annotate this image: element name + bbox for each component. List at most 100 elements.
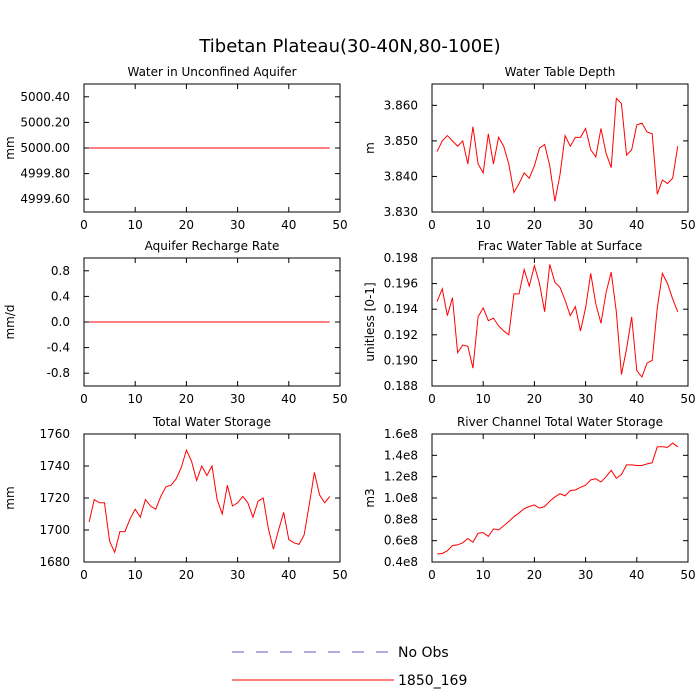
panel-6: River Channel Total Water Storage m3 0 10 20… (363, 415, 696, 582)
x-tick-label: 30 (230, 392, 245, 406)
plot-frame (83, 433, 341, 563)
y-tick-label: 0.188 (384, 379, 418, 393)
x-tick-label: 40 (629, 218, 644, 232)
panel-title: River Channel Total Water Storage (457, 415, 663, 429)
y-tick-label: -0.8 (47, 366, 70, 380)
panel-title: Frac Water Table at Surface (478, 239, 642, 253)
y-tick-label: 0.8 (51, 264, 70, 278)
x-tick-label: 10 (128, 568, 143, 582)
x-tick-label: 50 (332, 218, 347, 232)
plot-frame (431, 257, 689, 387)
x-tick-label: 0 (80, 568, 88, 582)
plot-frame (431, 433, 689, 563)
x-tick-label: 10 (128, 218, 143, 232)
x-tick-label: 0 (80, 392, 88, 406)
x-tick-label: 20 (179, 568, 194, 582)
x-tick-label: 50 (680, 218, 695, 232)
x-tick-label: 0 (80, 218, 88, 232)
panel-title: Water in Unconfined Aquifer (127, 65, 296, 79)
x-tick-label: 0 (428, 392, 436, 406)
y-tick-label: 1700 (39, 523, 70, 537)
panel-title: Water Table Depth (505, 65, 616, 79)
y-tick-label: 0.194 (384, 302, 418, 316)
x-tick-label: 20 (179, 218, 194, 232)
y-tick-label: 0.4 (51, 289, 70, 303)
y-tick-label: 0.0 (51, 315, 70, 329)
y-axis-label: mm (3, 136, 17, 159)
y-tick-label: 3.850 (384, 134, 418, 148)
y-tick-label: -0.4 (47, 341, 70, 355)
y-tick-label: 3.860 (384, 98, 418, 112)
y-axis-label: unitless [0-1] (363, 282, 377, 361)
x-tick-label: 40 (281, 218, 296, 232)
y-axis-label: m3 (363, 488, 377, 507)
x-tick-label: 30 (230, 568, 245, 582)
x-tick-label: 30 (578, 568, 593, 582)
x-tick-label: 10 (476, 218, 491, 232)
panel-title: Aquifer Recharge Rate (145, 239, 280, 253)
x-tick-label: 0 (428, 568, 436, 582)
x-tick-label: 10 (476, 392, 491, 406)
x-tick-label: 10 (128, 392, 143, 406)
panel-1: Water in Unconfined Aquifer mm 0 10 20 30 40 50… (3, 65, 348, 232)
y-tick-label: 5000.00 (20, 141, 70, 155)
x-tick-label: 20 (179, 392, 194, 406)
y-tick-label: 3.830 (384, 205, 418, 219)
series-line-1850-169 (437, 442, 679, 555)
y-tick-label: 0.8e8 (384, 512, 418, 526)
x-tick-label: 30 (578, 392, 593, 406)
y-axis-label: mm/d (3, 304, 17, 339)
x-tick-label: 10 (476, 568, 491, 582)
y-tick-label: 0.196 (384, 277, 418, 291)
y-tick-label: 1.6e8 (384, 427, 418, 441)
y-tick-label: 1.2e8 (384, 470, 418, 484)
y-tick-label: 0.190 (384, 353, 418, 367)
y-axis-label: m (363, 142, 377, 154)
y-tick-label: 5000.40 (20, 90, 70, 104)
x-tick-label: 20 (527, 218, 542, 232)
y-tick-label: 1.4e8 (384, 448, 418, 462)
y-tick-label: 0.4e8 (384, 555, 418, 569)
y-tick-label: 1740 (39, 459, 70, 473)
series-line-1850-169 (436, 97, 679, 202)
x-tick-label: 20 (527, 568, 542, 582)
x-tick-label: 30 (578, 218, 593, 232)
y-tick-label: 0.198 (384, 251, 418, 265)
y-tick-label: 4999.80 (20, 167, 70, 181)
x-tick-label: 50 (332, 392, 347, 406)
panel-grid: Water in Unconfined Aquifer mm 0 10 20 30 40 50… (3, 65, 696, 582)
series-line-1850-169 (88, 448, 331, 554)
panel-title: Total Water Storage (152, 415, 271, 429)
x-tick-label: 40 (629, 568, 644, 582)
plot-frame (431, 83, 689, 213)
x-tick-label: 50 (680, 392, 695, 406)
y-tick-label: 1680 (39, 555, 70, 569)
legend: No Obs 1850_169 (232, 645, 467, 689)
chart-title: Tibetan Plateau(30-40N,80-100E) (198, 36, 500, 57)
legend-label-1850-169: 1850_169 (398, 673, 467, 689)
x-tick-label: 40 (281, 392, 296, 406)
x-tick-label: 0 (428, 218, 436, 232)
y-tick-label: 5000.20 (20, 115, 70, 129)
y-tick-label: 4999.60 (20, 192, 70, 206)
x-tick-label: 20 (527, 392, 542, 406)
x-tick-label: 40 (281, 568, 296, 582)
series-line-1850-169 (436, 263, 679, 379)
x-tick-label: 30 (230, 218, 245, 232)
y-tick-label: 1760 (39, 427, 70, 441)
panel-4: Frac Water Table at Surface unitless [0-1… (363, 239, 696, 406)
y-tick-label: 0.192 (384, 328, 418, 342)
y-axis-label: mm (3, 486, 17, 509)
y-tick-label: 3.840 (384, 169, 418, 183)
legend-label-no-obs: No Obs (398, 645, 449, 661)
panel-5: Total Water Storage mm 0 10 20 30 40 50 1680 1700… (3, 415, 348, 582)
panel-3: Aquifer Recharge Rate mm/d 0 10 20 30 40 50 -0.8… (3, 239, 348, 406)
y-tick-label: 1720 (39, 491, 70, 505)
panel-2: Water Table Depth m 0 10 20 30 40 50 3.830 3.840 3… (363, 65, 696, 232)
x-tick-label: 50 (680, 568, 695, 582)
y-tick-label: 1.0e8 (384, 491, 418, 505)
x-tick-label: 50 (332, 568, 347, 582)
y-tick-label: 0.6e8 (384, 534, 418, 548)
x-tick-label: 40 (629, 392, 644, 406)
